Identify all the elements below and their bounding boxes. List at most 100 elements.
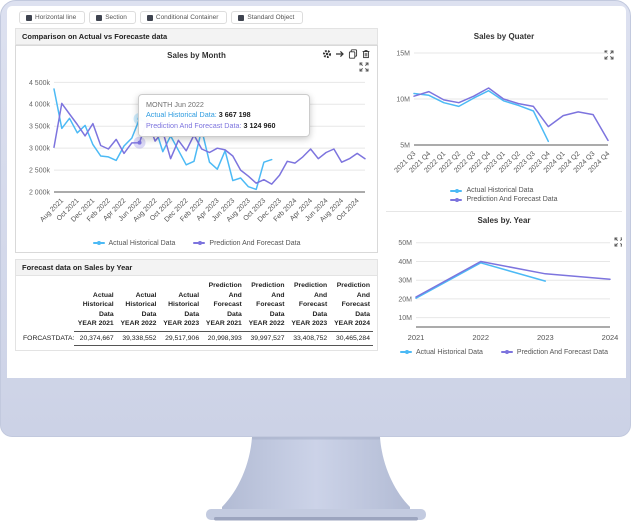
value-forecast-2024: 30,465,284 (330, 331, 373, 346)
legend-item[interactable]: Prediction And Forecast Data (193, 240, 300, 247)
svg-text:2021: 2021 (408, 333, 425, 342)
row-label: FORCASTDATA: (23, 334, 75, 342)
monitor-base-edge (214, 517, 418, 521)
forecast-table-title: Forecast data on Sales by Year (15, 259, 378, 276)
delete-trash-icon[interactable] (361, 49, 371, 59)
tooltip-forecast-line: Prediction And Forecast Data: 3 124 960 (146, 121, 302, 131)
legend-swatch (400, 350, 412, 354)
toolbar-button-horizontal-line[interactable]: Horizontal line (19, 11, 86, 24)
svg-text:20M: 20M (398, 296, 412, 303)
forecast-table: Actual Historical Data YEAR 2021 Actual … (20, 278, 373, 346)
tooltip-forecast-label: Prediction And Forecast Data: (146, 120, 242, 130)
value-actual-2021: 20,374,667 (74, 331, 117, 346)
svg-text:2024: 2024 (602, 333, 619, 342)
legend-label: Prediction And Forecast Data (516, 348, 608, 356)
legend-item[interactable]: Prediction And Forecast Data (500, 348, 608, 356)
year-chart-svg: 10M 20M 30M 40M 50M 2021 2022 2023 2024 (398, 240, 619, 342)
svg-text:50M: 50M (398, 240, 412, 247)
forward-arrow-icon[interactable] (335, 49, 345, 59)
legend-label: Prediction And Forecast Data (209, 239, 301, 247)
legend-swatch (450, 188, 463, 193)
svg-text:2022: 2022 (472, 333, 489, 342)
legend-swatch (450, 197, 463, 202)
legend-label: Prediction And Forecast Data (466, 196, 558, 203)
value-forecast-2022: 39,997,527 (244, 331, 288, 346)
legend-label: Actual Historical Data (108, 239, 176, 247)
toolbar-button-standard-object[interactable]: Standard Object (231, 11, 304, 24)
svg-text:10M: 10M (396, 96, 410, 103)
forecast-table-header-row: Actual Historical Data YEAR 2021 Actual … (20, 278, 373, 332)
svg-text:10M: 10M (398, 315, 412, 322)
svg-text:5M: 5M (400, 142, 410, 149)
tooltip-title: MONTH Jun 2022 (146, 100, 204, 109)
toolbar-button-label: Horizontal line (35, 14, 77, 21)
svg-text:30M: 30M (398, 278, 412, 285)
expand-fullscreen-icon[interactable] (359, 62, 369, 72)
sales-by-month-chart[interactable]: MONTH Jun 2022 Actual Historical Data: 3… (20, 72, 373, 236)
quarter-chart-title: Sales by Quater (473, 32, 535, 41)
year-chart-legend: Actual Historical Data Prediction And For… (386, 345, 622, 359)
copy-icon[interactable] (348, 49, 358, 59)
legend-item[interactable]: Prediction And Forecast Data (450, 196, 558, 203)
forecast-table-wrap: Actual Historical Data YEAR 2021 Actual … (15, 276, 378, 351)
col-actual-2022: Actual Historical Data YEAR 2022 (116, 278, 160, 332)
legend-item[interactable]: Actual Historical Data (92, 239, 176, 247)
expand-fullscreen-icon[interactable] (614, 234, 622, 252)
chart-tooltip: MONTH Jun 2022 Actual Historical Data: 3… (138, 94, 310, 138)
comparison-section-title: Comparison on Actual vs Forecaste data (15, 28, 378, 45)
value-forecast-2023: 33,408,752 (287, 331, 331, 346)
sales-by-month-card: Sales by Month (15, 45, 378, 253)
forecast-table-value-row: FORCASTDATA: 20,374,667 39,338,552 29,51… (20, 331, 373, 346)
legend-swatch (500, 350, 513, 354)
col-forecast-2022: Prediction And Forecast Data YEAR 2022 (244, 278, 288, 332)
widget-icon (238, 14, 245, 21)
toolbar-button-label: Conditional Container (155, 14, 219, 21)
tooltip-actual-line: Actual Historical Data: 3 667 198 (146, 110, 302, 120)
toolbar-button-section[interactable]: Section (89, 11, 136, 24)
svg-text:2 000k: 2 000k (29, 189, 51, 196)
toolbar-button-label: Standard Object (247, 14, 295, 21)
svg-text:2 500k: 2 500k (29, 167, 51, 174)
dashboard: Comparison on Actual vs Forecaste data S… (7, 28, 626, 359)
col-forecast-2024: Prediction And Forecast Data YEAR 2024 (330, 278, 373, 332)
sales-by-quarter-chart[interactable]: 5M 10M 15M 2021 Q3 2021 Q4 2022 Q1 2022 Q2 2022… (386, 41, 622, 183)
month-chart-actions (322, 49, 371, 59)
legend-item[interactable]: Actual Historical Data (400, 349, 483, 356)
month-card-header: Sales by Month (20, 48, 373, 72)
value-forecast-2021: 20,998,393 (202, 331, 245, 346)
tooltip-actual-value: 3 667 198 (218, 110, 251, 120)
value-actual-2023: 29,517,906 (159, 331, 203, 346)
settings-gear-icon[interactable] (322, 49, 332, 59)
legend-label: Actual Historical Data (416, 348, 483, 356)
svg-text:4 500k: 4 500k (29, 80, 51, 87)
empty-header-cell (20, 278, 74, 331)
tooltip-forecast-value: 3 124 960 (243, 120, 276, 130)
svg-text:3 000k: 3 000k (29, 146, 51, 153)
toolbar-button-conditional-container[interactable]: Conditional Container (139, 11, 228, 24)
svg-text:2023: 2023 (537, 333, 554, 342)
col-actual-2023: Actual Historical Data YEAR 2023 (159, 278, 203, 332)
forecast-table-card: Forecast data on Sales by Year Actual Hi… (15, 259, 378, 351)
legend-item[interactable]: Actual Historical Data (450, 187, 533, 194)
toolbar: Horizontal line Section Conditional Cont… (19, 11, 616, 24)
tooltip-actual-label: Actual Historical Data: (146, 110, 217, 120)
left-column: Comparison on Actual vs Forecaste data S… (15, 28, 378, 359)
right-column: Sales by Quater 5M 10M 15M 2021 Q3 2021 Q4 20… (386, 28, 622, 359)
stand-neck-shadow (252, 437, 380, 440)
sales-by-quarter-card: Sales by Quater 5M 10M 15M 2021 Q3 2021 Q4 20… (386, 32, 622, 207)
year-chart-title: Sales by. Year (477, 216, 531, 225)
value-actual-2022: 39,338,552 (116, 331, 160, 346)
svg-text:4 000k: 4 000k (29, 102, 51, 109)
monitor-bezel: Horizontal line Section Conditional Cont… (0, 0, 631, 437)
svg-text:40M: 40M (398, 259, 412, 266)
sales-by-year-chart[interactable]: 10M 20M 30M 40M 50M 2021 2022 2023 2024 (386, 225, 622, 345)
widget-icon (96, 14, 103, 21)
svg-text:3 500k: 3 500k (29, 124, 51, 131)
monitor-stand (206, 437, 426, 521)
widget-icon (146, 14, 153, 21)
svg-text:15M: 15M (396, 50, 410, 57)
col-actual-2021: Actual Historical Data YEAR 2021 (74, 278, 117, 332)
